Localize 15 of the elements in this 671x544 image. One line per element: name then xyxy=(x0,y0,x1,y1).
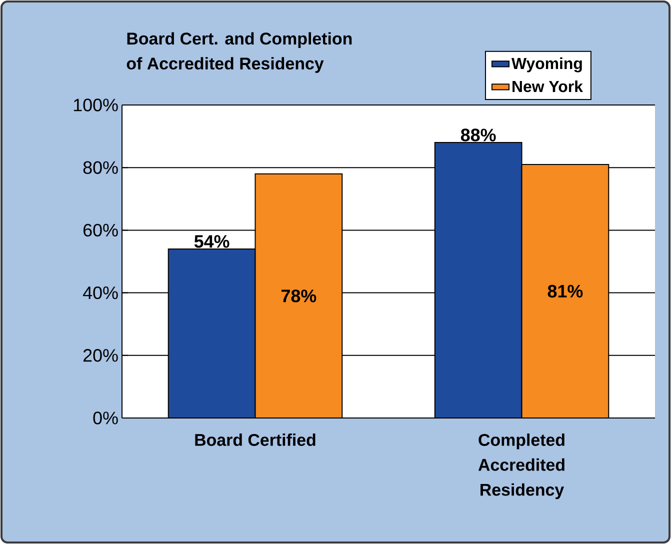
y-tick-label: 80% xyxy=(83,161,118,174)
y-tick-label: 0% xyxy=(93,412,118,424)
y-tick-label: 40% xyxy=(82,286,118,300)
data-label: 54% xyxy=(194,235,230,248)
y-tick-label: 100% xyxy=(74,98,118,112)
legend-label: New York xyxy=(512,80,583,92)
y-tick-label: 60% xyxy=(83,224,118,237)
legend-label: Wyoming xyxy=(511,57,582,72)
x-tick-label: Completed Accredited Residency xyxy=(478,434,564,500)
chart-title: Board Cert. and Completion of Accredited Residency xyxy=(126,32,352,73)
data-label: 88% xyxy=(460,128,496,142)
data-label: 81% xyxy=(548,284,583,298)
x-tick-label: Board Certified xyxy=(195,434,316,446)
data-label: 78% xyxy=(282,290,316,302)
y-tick-label: 20% xyxy=(83,349,118,362)
